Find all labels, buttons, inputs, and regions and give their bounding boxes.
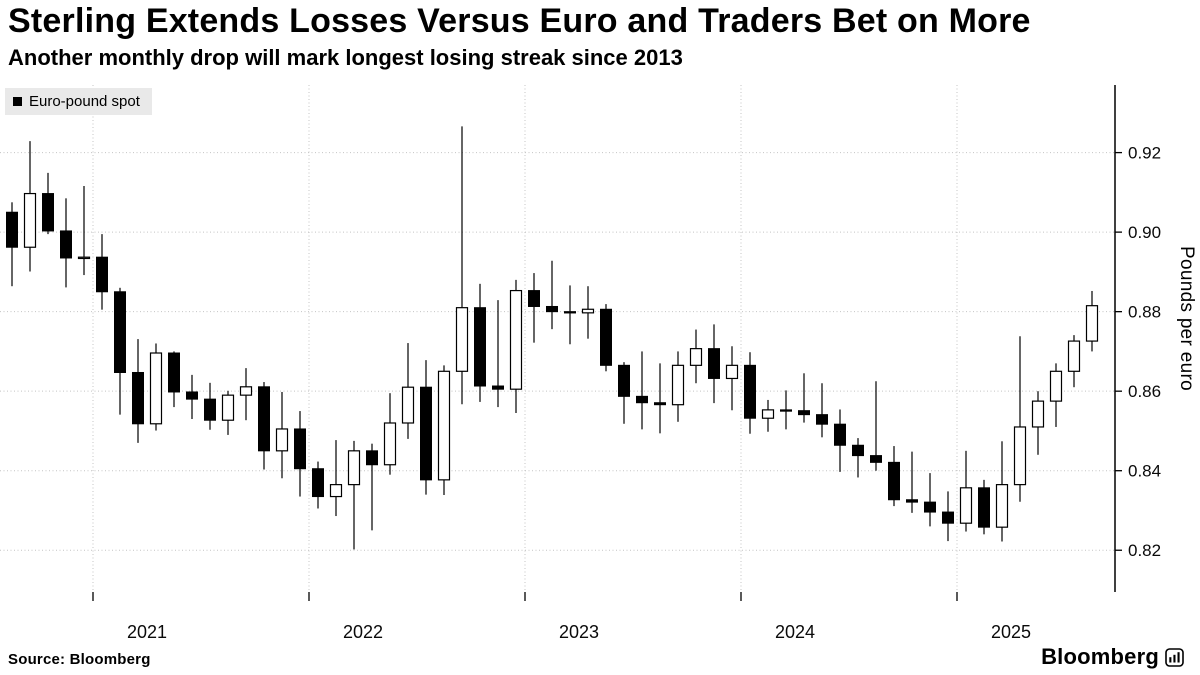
candle-body	[834, 423, 846, 446]
y-tick-label: 0.86	[1128, 382, 1161, 401]
candle-body	[780, 409, 792, 412]
candle-body	[186, 391, 198, 400]
candle-body	[671, 364, 685, 406]
candle-body	[725, 364, 739, 380]
candle-body	[995, 484, 1009, 528]
candle-body	[636, 395, 648, 404]
candle-body	[132, 371, 144, 425]
candle-body	[221, 394, 235, 421]
candle-body	[401, 386, 415, 424]
candle-body	[329, 484, 343, 498]
candle-body	[96, 256, 108, 293]
candle-body	[492, 385, 504, 390]
candle-body	[168, 352, 180, 393]
candle-body	[906, 499, 918, 503]
candle-body	[366, 450, 378, 466]
x-tick-label: 2024	[775, 622, 815, 642]
candle-body	[6, 211, 18, 248]
candle-body	[870, 455, 882, 463]
y-tick-label: 0.90	[1128, 223, 1161, 242]
candle-body	[60, 230, 72, 259]
candle-body	[42, 193, 54, 232]
candle-body	[1013, 426, 1027, 486]
candle-body	[455, 307, 469, 372]
candle-body	[708, 348, 720, 379]
candle-body	[959, 487, 973, 524]
candle-body	[528, 290, 540, 307]
candle-body	[383, 422, 397, 466]
candle-body	[114, 291, 126, 373]
candle-body	[978, 487, 990, 528]
candle-body	[852, 444, 864, 457]
y-tick-label: 0.88	[1128, 303, 1161, 322]
candle-body	[1085, 305, 1099, 342]
candle-body	[744, 364, 756, 419]
candle-body	[600, 308, 612, 366]
candle-body	[239, 386, 253, 396]
x-tick-label: 2023	[559, 622, 599, 642]
candle-body	[816, 414, 828, 425]
page-subtitle: Another monthly drop will mark longest l…	[8, 45, 683, 70]
candle-body	[798, 410, 810, 416]
x-tick-label: 2022	[343, 622, 383, 642]
candle-body	[275, 428, 289, 452]
y-axis-title: Pounds per euro	[1176, 246, 1197, 391]
candle-body	[888, 461, 900, 501]
candle-body	[689, 348, 703, 366]
candle-body	[509, 289, 523, 390]
legend-label: Euro-pound spot	[29, 93, 140, 110]
candle-body	[1049, 370, 1063, 402]
candle-body	[1067, 340, 1081, 372]
x-tick-label: 2025	[991, 622, 1031, 642]
candle-body	[581, 308, 595, 314]
candle-body	[924, 501, 936, 513]
candle-body	[942, 511, 954, 524]
legend: Euro-pound spot	[5, 88, 152, 115]
page-title: Sterling Extends Losses Versus Euro and …	[8, 2, 1031, 40]
candle-body	[761, 409, 775, 419]
bloomberg-logo-icon	[1165, 647, 1184, 667]
candle-body	[312, 468, 324, 498]
source-attribution: Source: Bloomberg	[8, 651, 151, 668]
candle-body	[294, 428, 306, 470]
y-tick-label: 0.92	[1128, 144, 1161, 163]
candle-body	[1031, 400, 1045, 428]
candle-body	[474, 307, 486, 387]
y-tick-label: 0.82	[1128, 541, 1161, 560]
y-tick-label: 0.84	[1128, 462, 1161, 481]
candle-body	[77, 256, 91, 260]
x-tick-label: 2021	[127, 622, 167, 642]
candle-body	[420, 386, 432, 481]
candle-body	[204, 398, 216, 421]
legend-swatch-icon	[13, 97, 22, 106]
bloomberg-wordmark: Bloomberg	[1041, 644, 1159, 669]
candle-body	[149, 352, 163, 425]
candle-body	[347, 450, 361, 486]
candle-body	[258, 386, 270, 452]
candle-body	[23, 192, 37, 248]
candle-body	[437, 370, 451, 481]
candle-body	[654, 402, 666, 406]
candle-body	[564, 311, 576, 314]
bloomberg-logo: Bloomberg	[1041, 644, 1184, 670]
candle-body	[618, 364, 630, 397]
candle-body	[546, 305, 558, 313]
